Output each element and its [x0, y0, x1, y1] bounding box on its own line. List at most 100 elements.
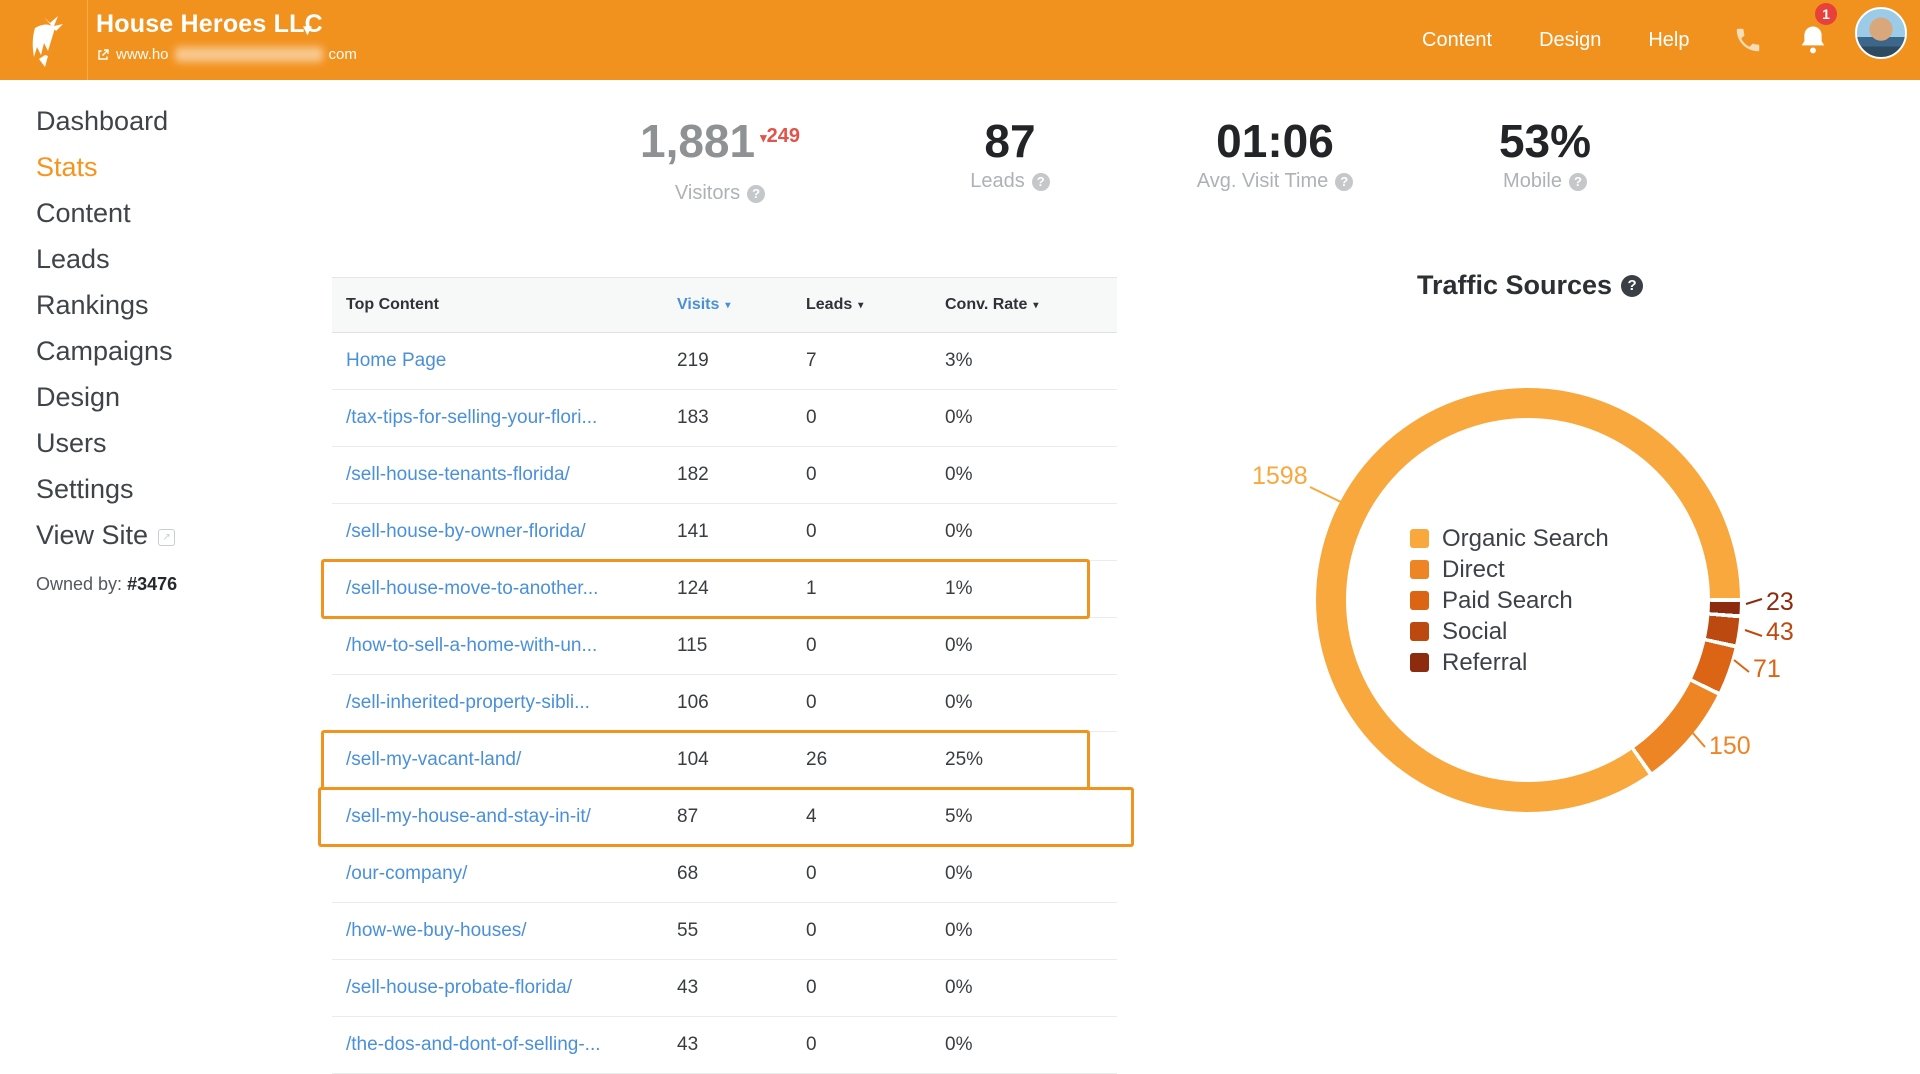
nav-content[interactable]: Content	[1422, 28, 1493, 51]
sidebar-item-label: Content	[36, 197, 131, 228]
legend-item-organic-search[interactable]: Organic Search	[1410, 523, 1609, 554]
avatar[interactable]	[1855, 7, 1907, 59]
help-icon[interactable]: ?	[1335, 172, 1354, 191]
sidebar-item-label: Leads	[36, 243, 110, 274]
conv-rate-cell: 0%	[945, 407, 973, 428]
content-link[interactable]: Home Page	[346, 350, 447, 371]
nav-design[interactable]: Design	[1539, 28, 1602, 51]
content-link[interactable]: /sell-my-house-and-stay-in-it/	[346, 806, 591, 827]
leads-cell: 0	[806, 1034, 817, 1055]
sidebar-item-settings[interactable]: Settings	[36, 466, 276, 512]
help-icon[interactable]: ?	[1031, 172, 1050, 191]
visits-cell: 87	[677, 806, 699, 827]
legend-label: Paid Search	[1442, 586, 1573, 614]
external-link-icon: ↗	[158, 528, 176, 546]
content-link[interactable]: /how-we-buy-houses/	[346, 920, 527, 941]
stat-delta: ▾249	[760, 125, 801, 147]
help-icon[interactable]: ?	[1568, 172, 1587, 191]
donut-label-social: 43	[1766, 618, 1794, 646]
legend-label: Direct	[1442, 555, 1505, 583]
bell-icon	[1801, 26, 1825, 54]
legend-item-direct[interactable]: Direct	[1410, 554, 1609, 585]
stat-value: 01:06	[1216, 115, 1334, 167]
down-arrow-icon: ▾	[760, 130, 767, 145]
leads-cell: 4	[806, 806, 817, 827]
column-header-conv-rate[interactable]: Conv. Rate ▾	[945, 296, 1039, 313]
help-icon[interactable]: ?	[747, 184, 766, 203]
conv-rate-cell: 25%	[945, 749, 984, 770]
sidebar-item-dashboard[interactable]: Dashboard	[36, 98, 276, 144]
donut-label-organic: 1598	[1252, 462, 1308, 490]
notification-badge[interactable]: 1	[1815, 3, 1837, 25]
owned-by: Owned by: #3476	[36, 574, 276, 595]
leads-cell: 7	[806, 350, 817, 371]
content-link[interactable]: /the-dos-and-dont-of-selling-...	[346, 1034, 601, 1055]
content-link[interactable]: /sell-my-vacant-land/	[346, 749, 522, 770]
sidebar-item-content[interactable]: Content	[36, 190, 276, 236]
sidebar-item-design[interactable]: Design	[36, 374, 276, 420]
column-header-leads[interactable]: Leads ▾	[806, 296, 864, 313]
content-link[interactable]: /sell-house-move-to-another...	[346, 578, 599, 599]
chevron-down-icon[interactable]: ▼	[300, 22, 315, 39]
sidebar-item-label: Rankings	[36, 289, 149, 320]
sidebar-item-users[interactable]: Users	[36, 420, 276, 466]
table-row: /sell-my-vacant-land/104 26 25%	[321, 730, 1117, 790]
help-icon[interactable]: ?	[1621, 274, 1644, 297]
sidebar-item-campaigns[interactable]: Campaigns	[36, 328, 276, 374]
legend-swatch	[1410, 560, 1429, 579]
stat-mobile: 53% Mobile?	[1440, 116, 1650, 193]
content-link[interactable]: /sell-house-by-owner-florida/	[346, 521, 586, 542]
legend-item-referral[interactable]: Referral	[1410, 647, 1609, 678]
legend-item-social[interactable]: Social	[1410, 616, 1609, 647]
site-url-prefix: www.ho	[116, 46, 169, 63]
conv-rate-cell: 3%	[945, 350, 973, 371]
sidebar-item-view-site[interactable]: View Site ↗	[36, 512, 276, 558]
legend-swatch	[1410, 622, 1429, 641]
column-header-top-content: Top Content	[346, 296, 440, 313]
sidebar-item-label: View Site	[36, 519, 149, 550]
sidebar-item-label: Dashboard	[36, 105, 169, 136]
traffic-sources-donut-chart[interactable]	[1316, 388, 1740, 812]
stat-label: Avg. Visit Time	[1196, 170, 1329, 192]
notifications-button[interactable]	[1798, 24, 1828, 56]
visits-cell: 115	[677, 635, 708, 656]
site-url-redacted	[174, 47, 323, 62]
traffic-sources-title-text: Traffic Sources	[1417, 270, 1613, 300]
content-link[interactable]: /our-company/	[346, 863, 468, 884]
content-link[interactable]: /tax-tips-for-selling-your-flori...	[346, 407, 598, 428]
brand-logo[interactable]	[0, 0, 88, 80]
visits-cell: 43	[677, 1034, 699, 1055]
leads-cell: 26	[806, 749, 828, 770]
donut-label-direct: 150	[1709, 732, 1751, 760]
visits-cell: 104	[677, 749, 709, 770]
column-header-visits[interactable]: Visits ▾	[677, 296, 731, 313]
conv-rate-cell: 5%	[945, 806, 973, 827]
conv-rate-cell: 0%	[945, 863, 973, 884]
sidebar-item-rankings[interactable]: Rankings	[36, 282, 276, 328]
content-link[interactable]: /sell-inherited-property-sibli...	[346, 692, 590, 713]
account-switcher[interactable]: House Heroes LLC www.ho com	[96, 10, 357, 63]
stat-label: Leads	[970, 170, 1025, 192]
external-link-icon	[98, 48, 109, 60]
content-link[interactable]: /sell-house-probate-florida/	[346, 977, 573, 998]
content-link[interactable]: /how-to-sell-a-home-with-un...	[346, 635, 598, 656]
table-row: /our-company/68 0 0%	[332, 846, 1117, 903]
stat-value: 87	[984, 115, 1036, 167]
visits-cell: 55	[677, 920, 699, 941]
donut-legend: Organic Search Direct Paid Search Social Ref…	[1410, 523, 1609, 678]
conv-rate-cell: 0%	[945, 692, 973, 713]
legend-label: Social	[1442, 617, 1508, 645]
sort-caret-icon: ▾	[725, 300, 731, 311]
nav-help[interactable]: Help	[1648, 28, 1690, 51]
top-content-table: Top Content Visits ▾ Leads ▾ Conv. Rate ▾ Home…	[318, 277, 1134, 1074]
legend-item-paid-search[interactable]: Paid Search	[1410, 585, 1609, 616]
sidebar-item-leads[interactable]: Leads	[36, 236, 276, 282]
table-row: Home Page 219 7 3%	[332, 333, 1117, 390]
leads-cell: 0	[806, 977, 817, 998]
sidebar-item-stats[interactable]: Stats	[36, 144, 276, 190]
sidebar-item-label: Stats	[36, 151, 98, 182]
phone-button[interactable]	[1733, 25, 1763, 55]
conv-rate-cell: 0%	[945, 521, 973, 542]
content-link[interactable]: /sell-house-tenants-florida/	[346, 464, 570, 485]
table-row: /sell-my-house-and-stay-in-it/87 4 5%	[318, 787, 1134, 847]
